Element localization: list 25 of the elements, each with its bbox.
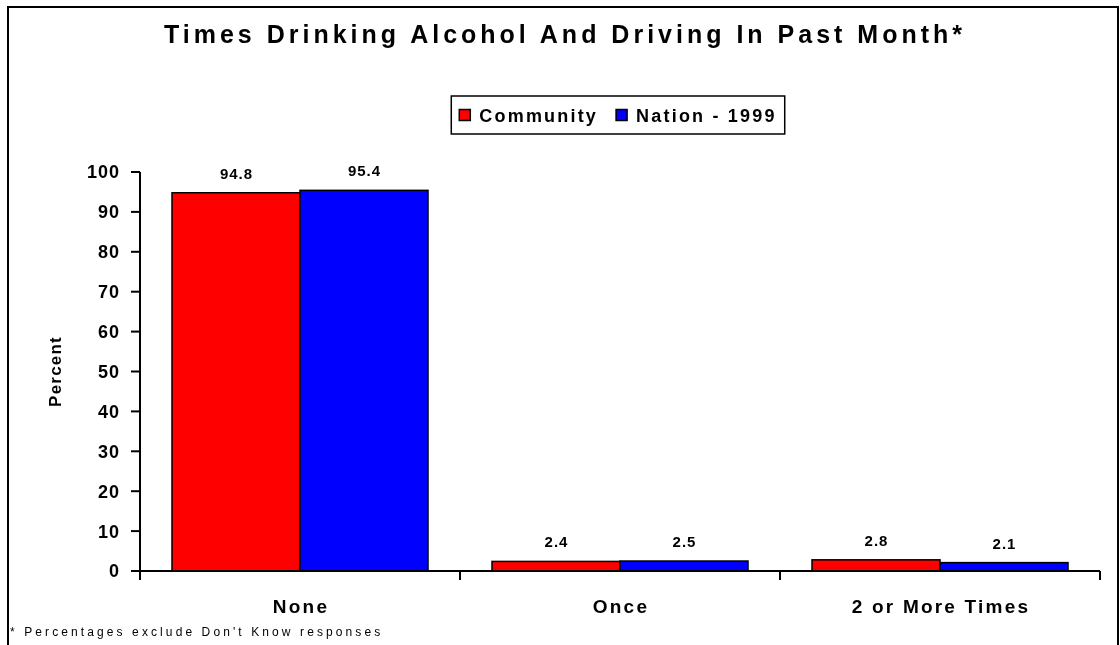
y-tick-label: 30 [97, 441, 120, 462]
data-label: 2.4 [544, 533, 569, 551]
y-tick-label: 60 [97, 322, 120, 343]
data-label: 2.8 [864, 531, 889, 549]
legend-label: Nation - 1999 [636, 105, 777, 126]
y-tick-label: 20 [97, 481, 120, 502]
x-tick-label: 2 or More Times [851, 596, 1031, 617]
text: * Percentages exclude Don't Know responses [10, 625, 384, 639]
data-label: 95.4 [347, 162, 382, 180]
y-tick-label: 70 [97, 282, 120, 303]
x-tick-label: Once [592, 596, 650, 617]
data-label: 2.1 [992, 534, 1017, 552]
y-tick-label: 40 [97, 401, 120, 422]
y-axis-title: Percent [46, 336, 65, 407]
x-tick-label: None [272, 596, 330, 617]
y-tick-label: 100 [86, 162, 120, 183]
chart-title: Times Drinking Alcohol And Driving In Past Month* [163, 20, 967, 48]
data-label: 94.8 [219, 164, 254, 182]
y-tick-label: 80 [97, 242, 120, 263]
y-tick-label: 50 [97, 361, 120, 382]
y-tick-label: 90 [97, 202, 120, 223]
legend-label: Community [479, 105, 599, 126]
data-label: 2.5 [672, 533, 697, 551]
y-tick-label: 0 [108, 561, 120, 582]
y-tick-label: 10 [97, 521, 120, 542]
